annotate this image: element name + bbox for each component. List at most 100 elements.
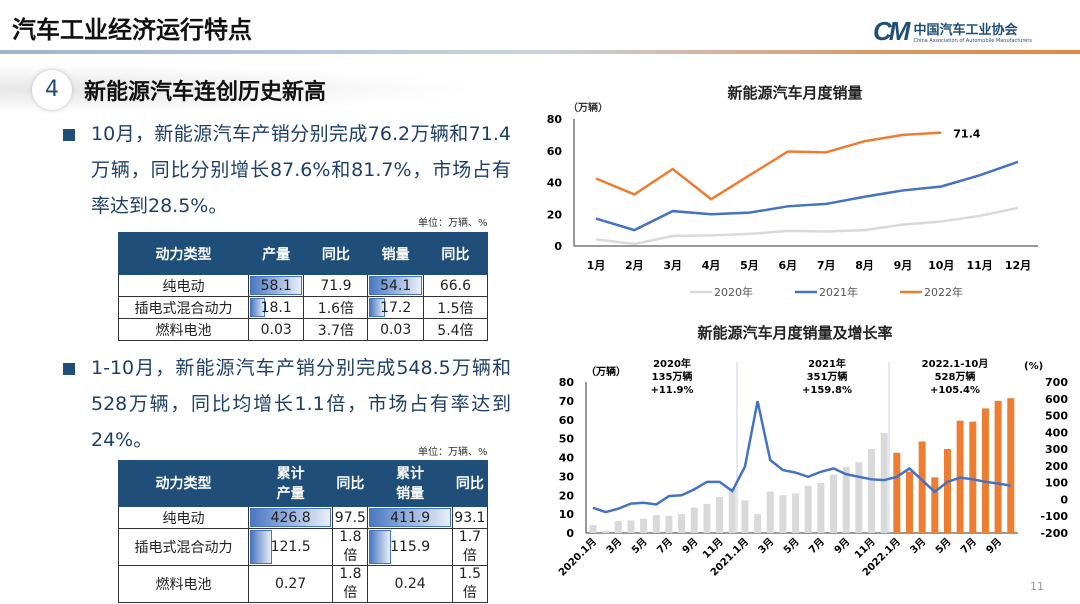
x-tick-label: 7月 — [817, 259, 836, 272]
x-tick-label: 5月 — [629, 536, 649, 556]
table-header: 销量 — [367, 232, 424, 275]
x-tick-label: 7月 — [655, 536, 675, 556]
table-row: 纯电动 426.8 97.5 411.9 93.1 — [118, 506, 489, 529]
y-tick-label: 10 — [559, 508, 575, 521]
bar-2020 — [627, 520, 635, 533]
y2-tick-label: 300 — [1045, 443, 1068, 456]
table-cell: 5.4倍 — [422, 318, 489, 341]
period-annotation-year: 2021年 — [808, 357, 846, 370]
monthly-sales-growth-chart: 新能源汽车月度销量及增长率 （万辆） (%) 0 10 20 30 40 50 60 70 80 -20… — [556, 324, 1068, 578]
legend-label: 2022年 — [924, 285, 963, 299]
table-cell: 纯电动 — [118, 506, 249, 529]
table-cell: 121.5 — [247, 528, 334, 566]
bar-2021 — [792, 493, 800, 533]
period-annotation-growth: +11.9% — [650, 385, 693, 396]
bar-2022 — [918, 441, 926, 533]
y-tick-label: 30 — [559, 470, 575, 483]
table1-unit: 单位：万辆、% — [418, 218, 488, 229]
bar-2022 — [1007, 398, 1015, 533]
table-cell: 115.9 — [367, 528, 453, 566]
bar-2022 — [994, 400, 1002, 533]
y2-tick-label: 400 — [1045, 426, 1068, 439]
bar-2021 — [804, 485, 812, 533]
table-cell: 3.7倍 — [303, 318, 369, 341]
table-header: 累计产量 — [247, 460, 334, 507]
legend-label: 2020年 — [714, 285, 753, 299]
x-tick-label: 3月 — [908, 536, 928, 556]
y-tick-label: 60 — [547, 145, 563, 158]
bar-2021 — [880, 432, 888, 533]
y2-tick-label: 500 — [1045, 410, 1068, 423]
x-tick-label: 9月 — [894, 259, 913, 272]
bar-2022 — [943, 449, 951, 533]
x-tick-label: 3月 — [604, 536, 624, 556]
table-cell: 燃料电池 — [118, 565, 249, 603]
table-cell: 426.8 — [247, 506, 334, 529]
table-header: 产量 — [247, 232, 305, 275]
period-annotation-total: 351万辆 — [807, 370, 848, 383]
chart-title: 新能源汽车月度销量及增长率 — [697, 324, 892, 342]
section-number: 4 — [32, 70, 72, 110]
bar-2022 — [969, 421, 977, 533]
x-tick-label: 5月 — [781, 536, 801, 556]
table-header: 动力类型 — [118, 460, 249, 507]
bar-2021 — [830, 474, 838, 533]
section-background — [0, 64, 480, 114]
x-tick-label: 9月 — [984, 536, 1004, 556]
table-cell: 97.5 — [332, 506, 369, 529]
bar-2022 — [981, 408, 989, 533]
bar-2021 — [817, 482, 825, 533]
y-tick-label: 80 — [547, 113, 563, 126]
bar-2020 — [602, 530, 610, 533]
table-cell: 1.5倍 — [422, 296, 489, 319]
bar-2022 — [893, 452, 901, 533]
table-cell: 411.9 — [367, 506, 453, 529]
data-bar — [369, 530, 391, 564]
table-cell: 0.03 — [247, 318, 305, 341]
data-label: 71.4 — [953, 128, 980, 141]
table-cell: 18.1 — [247, 296, 305, 319]
legend-label: 2021年 — [819, 285, 858, 299]
table2-unit: 单位：万辆、% — [418, 447, 488, 458]
bar-2020 — [640, 518, 648, 533]
y2-tick-label: 100 — [1045, 477, 1068, 490]
table-row: 燃料电池 0.03 3.7倍 0.03 5.4倍 — [118, 318, 489, 341]
y2-tick-label: -200 — [1040, 527, 1068, 540]
bullet-text: 10月，新能源汽车产销分别完成76.2万辆和71.4万辆，同比分别增长87.6%… — [91, 123, 511, 217]
logo-cn: 中国汽车工业协会 — [913, 23, 1018, 38]
bar-2020 — [652, 515, 660, 533]
bar-2020 — [690, 507, 698, 533]
period-annotation-year: 2022.1-10月 — [922, 358, 989, 370]
table-cell: 1.8倍 — [332, 565, 369, 603]
table-header: 累计销量 — [367, 460, 453, 507]
x-tick-label: 6月 — [778, 259, 797, 272]
table-header: 同比 — [451, 460, 489, 507]
period-annotation-year: 2020年 — [653, 357, 691, 370]
table-row: 插电式混合动力 18.1 1.6倍 17.2 1.5倍 — [118, 296, 489, 319]
table-cell: 1.6倍 — [303, 296, 369, 319]
y-tick-label: 0 — [566, 527, 574, 540]
x-tick-label: 11月 — [966, 259, 992, 272]
y-tick-label: 0 — [554, 240, 562, 253]
table-cell: 插电式混合动力 — [118, 528, 249, 566]
table-header: 同比 — [332, 460, 369, 507]
data-bar — [250, 508, 332, 527]
table-cell: 燃料电池 — [118, 318, 249, 341]
chart-title: 新能源汽车月度销量 — [727, 84, 862, 102]
period-annotation-total: 135万辆 — [652, 370, 693, 383]
table-row: 纯电动 58.1 71.9 54.1 66.6 — [118, 274, 489, 297]
y2-axis-label: (%) — [1024, 361, 1043, 372]
x-tick-label: 1月 — [587, 259, 606, 272]
period-annotation-growth: +159.8% — [802, 385, 852, 396]
table-cell: 17.2 — [367, 296, 424, 319]
x-tick-label: 5月 — [933, 536, 953, 556]
x-tick-label: 5月 — [740, 259, 759, 272]
y-tick-label: 80 — [559, 376, 575, 389]
bar-2022 — [906, 471, 913, 533]
bar-2021 — [754, 514, 762, 533]
y-tick-label: 40 — [547, 177, 563, 190]
x-tick-label: 4月 — [702, 259, 721, 272]
monthly-sales-line-chart: 新能源汽车月度销量 （万辆） 0 20 40 60 80 1月 2月 3月 4月 5月 6月 7月 8月 9月… — [547, 84, 1038, 299]
bar-2020 — [716, 497, 724, 533]
x-tick-label: 8月 — [855, 259, 874, 272]
